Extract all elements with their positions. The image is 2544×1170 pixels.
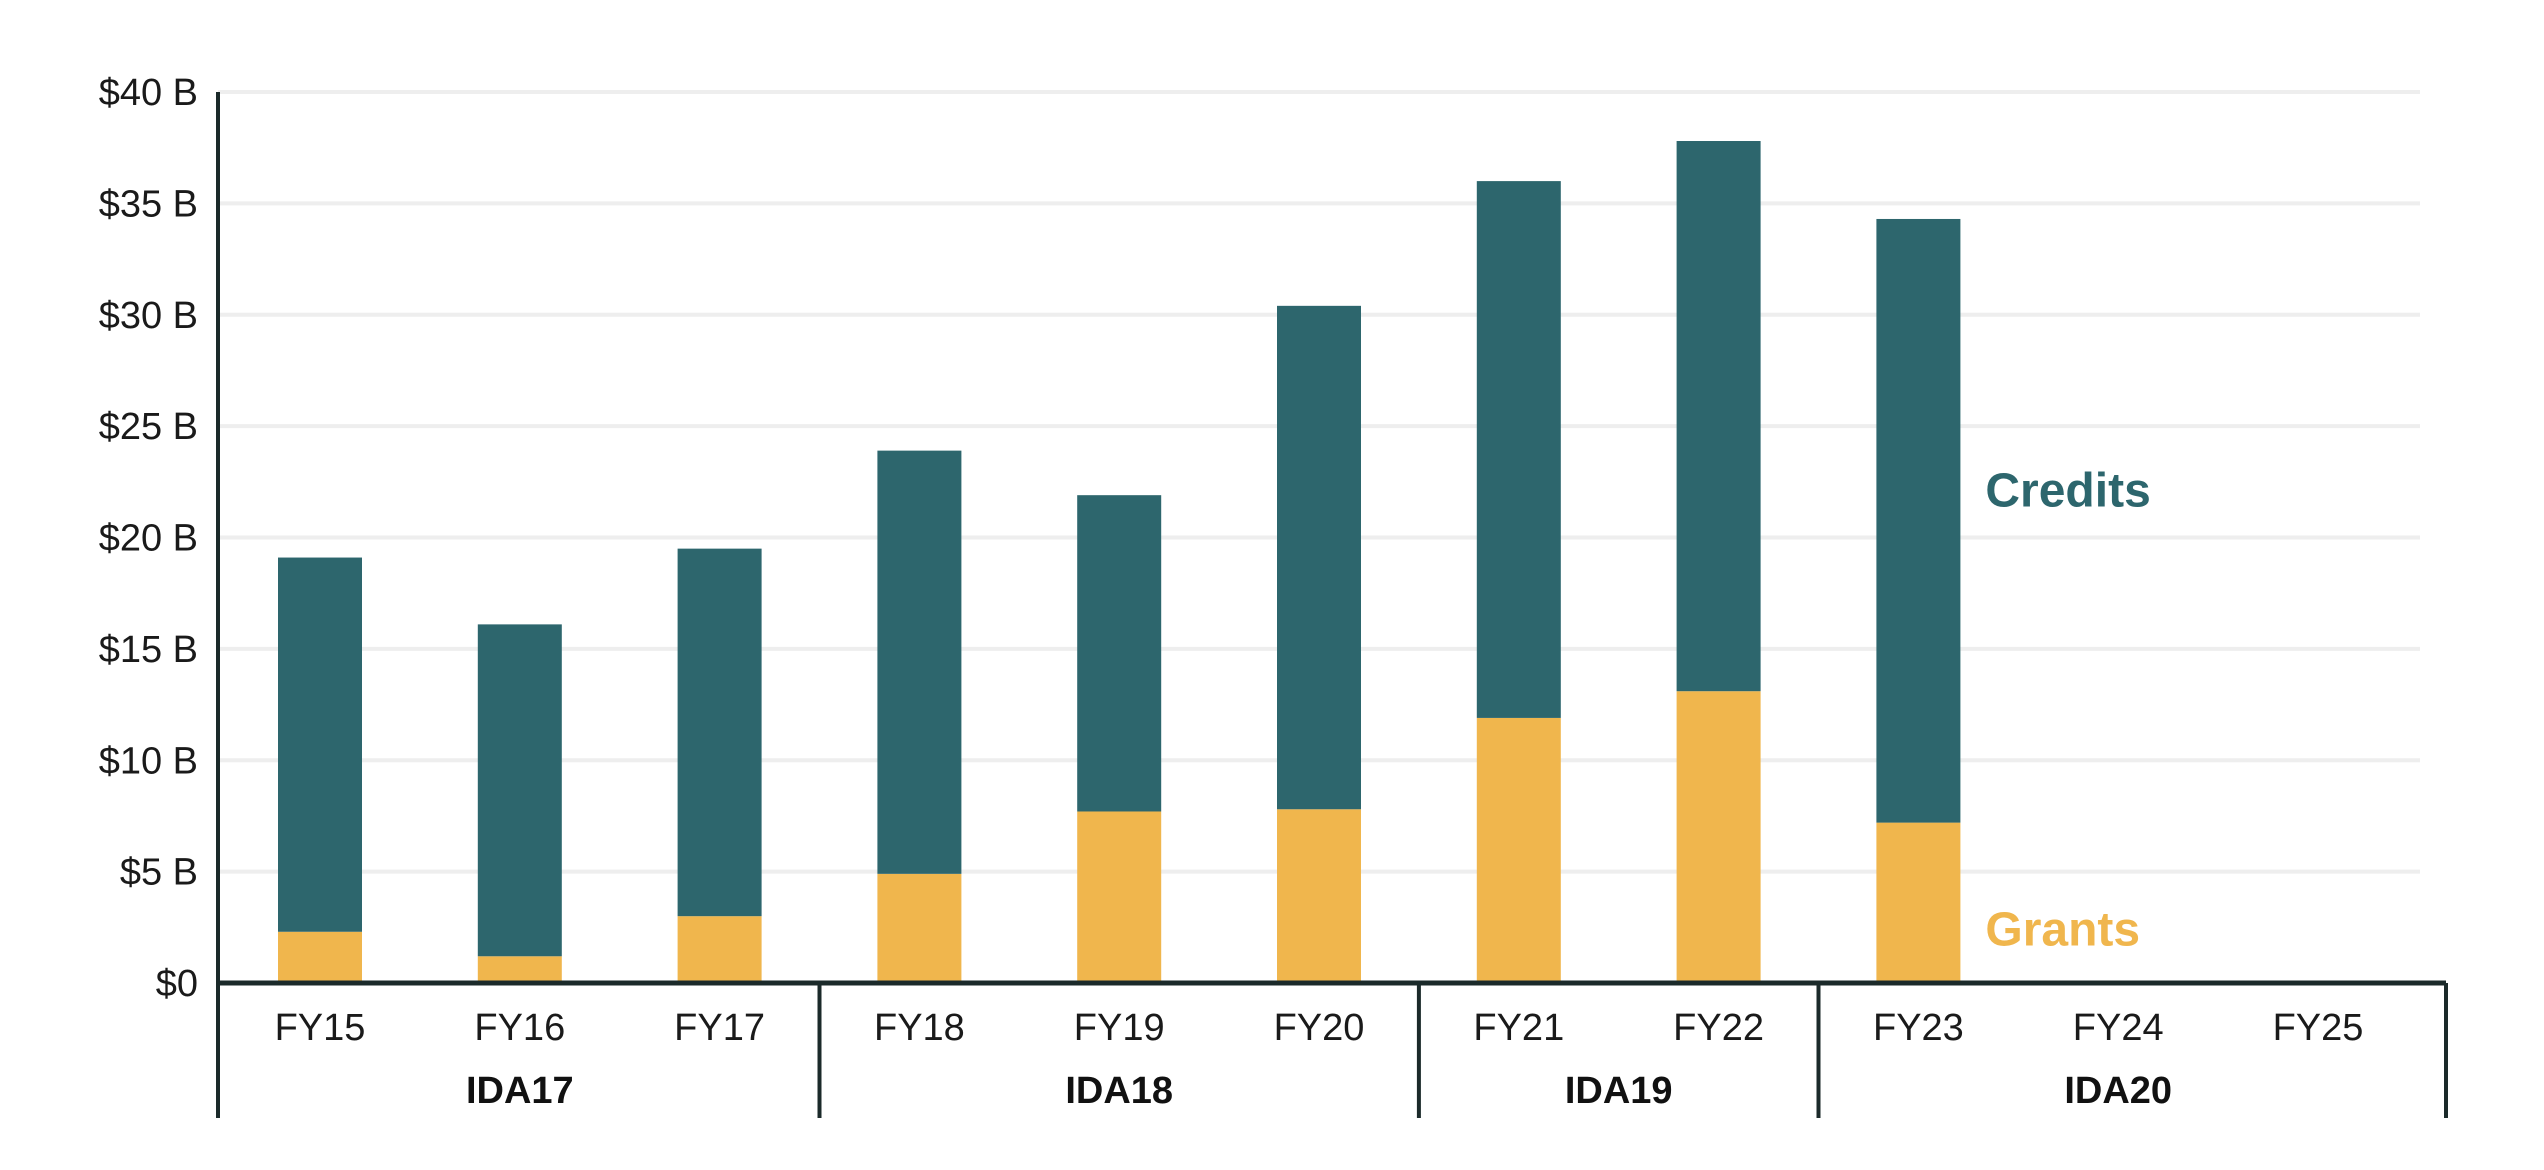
bar-grants-fy17 <box>677 916 762 983</box>
group-label: IDA18 <box>1065 1070 1173 1112</box>
y-tick-label: $15 B <box>99 629 198 671</box>
bars <box>278 141 1961 983</box>
y-axis-ticks: $0 $5 B $10 B $15 B $20 B $25 B $30 B $35 B $40 … <box>99 72 198 1005</box>
bar-grants-fy21 <box>1476 717 1561 983</box>
bar-credits-fy15 <box>278 557 362 932</box>
bar-credits-fy22 <box>1676 141 1761 692</box>
series-label-grants: Grants <box>1985 904 2140 957</box>
y-tick-label: $40 B <box>99 72 198 114</box>
x-tick-label: FY19 <box>1074 1007 1165 1049</box>
bar-grants-fy18 <box>877 873 962 983</box>
y-tick-label: $10 B <box>99 740 198 782</box>
y-tick-label: $30 B <box>99 295 198 337</box>
bar-credits-fy18 <box>877 450 962 874</box>
x-tick-label: FY24 <box>2073 1007 2164 1049</box>
x-tick-label: FY17 <box>674 1007 765 1049</box>
x-tick-label: FY22 <box>1673 1007 1764 1049</box>
bar-grants-fy23 <box>1876 822 1961 983</box>
series-label-credits: Credits <box>1985 465 2150 518</box>
axes <box>216 92 2448 1118</box>
bar-grants-fy22 <box>1676 691 1761 983</box>
bar-grants-fy15 <box>278 931 362 983</box>
x-tick-label: FY15 <box>275 1007 366 1049</box>
series-labels: Credits Grants <box>1985 465 2150 957</box>
bar-credits-fy17 <box>677 548 762 917</box>
bar-credits-fy20 <box>1277 305 1361 810</box>
x-tick-label: FY23 <box>1873 1007 1964 1049</box>
group-labels: IDA17 IDA18 IDA19 IDA20 <box>466 1070 2172 1112</box>
x-tick-label: FY16 <box>474 1007 565 1049</box>
bar-grants-fy20 <box>1277 809 1361 983</box>
bar-grants-fy19 <box>1077 811 1162 983</box>
bar-credits-fy21 <box>1476 181 1561 718</box>
x-tick-label: FY21 <box>1473 1007 1564 1049</box>
x-tick-label: FY25 <box>2273 1007 2364 1049</box>
y-tick-label: $20 B <box>99 518 198 560</box>
group-label: IDA17 <box>466 1070 574 1112</box>
group-label: IDA19 <box>1565 1070 1673 1112</box>
bar-credits-fy19 <box>1077 495 1162 812</box>
x-tick-label: FY20 <box>1274 1007 1365 1049</box>
bar-credits-fy16 <box>477 624 562 957</box>
group-label: IDA20 <box>2064 1070 2172 1112</box>
bar-grants-fy16 <box>477 956 562 983</box>
y-tick-label: $35 B <box>99 183 198 225</box>
bar-credits-fy23 <box>1876 218 1961 823</box>
category-labels: FY15 FY16 FY17 FY18 FY19 FY20 FY21 FY22 FY23 FY24… <box>275 1007 2364 1049</box>
y-tick-label: $25 B <box>99 406 198 448</box>
y-tick-label: $0 <box>156 963 198 1005</box>
y-tick-label: $5 B <box>120 852 198 894</box>
x-tick-label: FY18 <box>874 1007 965 1049</box>
